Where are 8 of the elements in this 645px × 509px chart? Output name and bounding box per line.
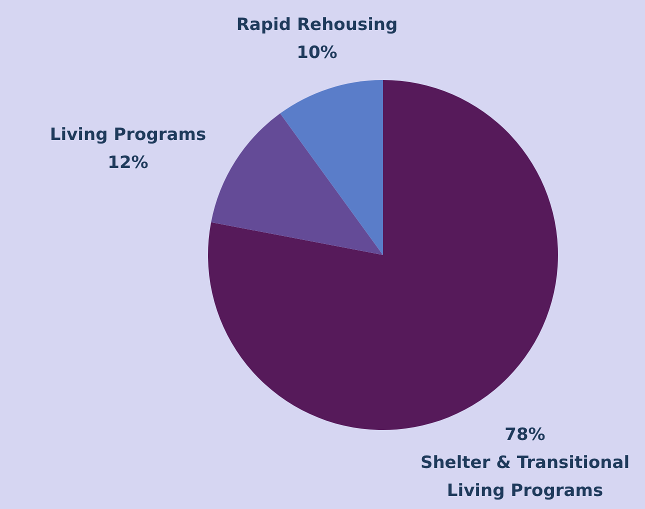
data-label: 10% — [296, 43, 338, 63]
slice-label: Living Programs — [50, 125, 206, 145]
pie-slice — [211, 113, 383, 255]
pie-slice — [280, 80, 383, 255]
slice-label: Shelter & Transitional Living Programs — [420, 453, 630, 501]
data-label: 78% — [504, 425, 546, 445]
data-label: 12% — [108, 153, 148, 173]
slice-label: Rapid Rehousing — [236, 15, 398, 35]
